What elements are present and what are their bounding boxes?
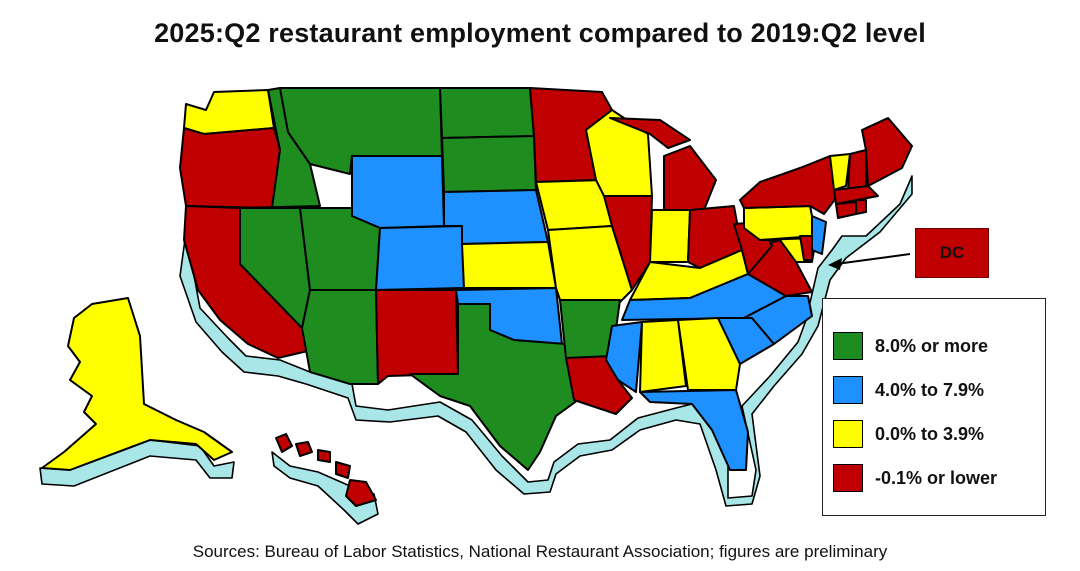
state-DE — [799, 235, 813, 261]
state-MS — [605, 321, 643, 393]
map-title: 2025:Q2 restaurant employment compared t… — [154, 18, 926, 48]
legend-item: 4.0% to 7.9% — [833, 375, 984, 405]
state-HI — [275, 433, 377, 507]
state-AZ — [301, 289, 379, 385]
state-TX — [409, 303, 579, 471]
map-extrusion — [39, 175, 913, 525]
legend-swatch-red — [833, 464, 863, 492]
state-NH — [847, 149, 867, 191]
legend: 8.0% or more 4.0% to 7.9% 0.0% to 3.9% -… — [822, 298, 1046, 516]
legend-swatch-blue — [833, 376, 863, 404]
state-RI — [855, 199, 867, 215]
state-ME — [861, 117, 913, 187]
state-AL — [639, 319, 687, 393]
state-CO — [375, 225, 465, 291]
source-note: Sources: Bureau of Labor Statistics, Nat… — [192, 542, 888, 561]
legend-item: -0.1% or lower — [833, 463, 997, 493]
legend-swatch-green — [833, 332, 863, 360]
state-WA — [183, 89, 275, 135]
legend-label: 8.0% or more — [875, 335, 989, 356]
legend-item: 0.0% to 3.9% — [833, 419, 984, 449]
legend-item: 8.0% or more — [833, 331, 988, 361]
state-CT — [835, 201, 857, 219]
state-NJ — [811, 215, 827, 255]
state-NY — [739, 155, 837, 215]
state-KS — [461, 241, 557, 289]
state-GA — [677, 317, 741, 391]
legend-swatch-yellow — [833, 420, 863, 448]
state-IN — [649, 209, 691, 263]
state-AK — [41, 297, 233, 471]
state-WY — [351, 155, 445, 229]
dc-arrow-line — [835, 253, 911, 265]
legend-label: 4.0% to 7.9% — [875, 379, 985, 400]
state-VT — [829, 153, 851, 191]
state-IL — [603, 195, 653, 291]
state-OR — [179, 127, 281, 209]
state-MI — [609, 117, 717, 211]
states — [41, 87, 913, 507]
dc-label-box: DC — [915, 228, 989, 278]
state-ND — [439, 87, 535, 139]
state-NM — [375, 289, 459, 385]
state-SD — [441, 135, 537, 193]
dc-label: DC — [939, 243, 965, 262]
state-FL — [639, 389, 749, 471]
legend-label: 0.0% to 3.9% — [875, 423, 985, 444]
state-MA — [833, 185, 879, 205]
dc-arrow-head — [828, 258, 842, 270]
dc-callout — [828, 253, 911, 270]
state-PA — [743, 205, 817, 241]
legend-label: -0.1% or lower — [875, 467, 998, 488]
